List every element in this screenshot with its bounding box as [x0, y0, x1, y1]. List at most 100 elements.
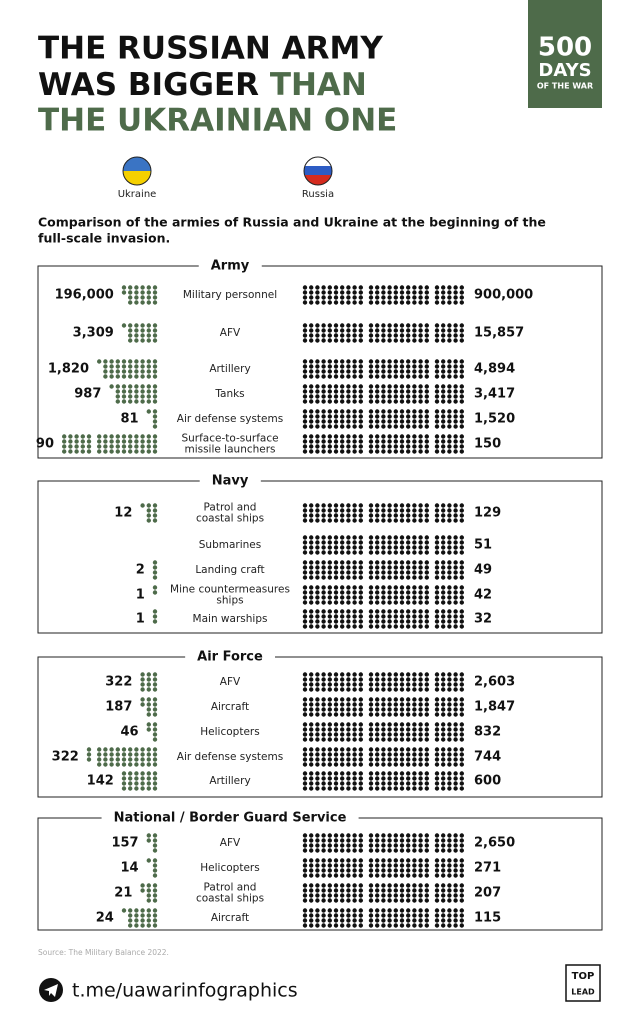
ukraine-value: 322: [105, 675, 132, 690]
dot: [441, 323, 446, 328]
dot: [321, 518, 326, 523]
dot: [453, 444, 458, 449]
dot: [327, 918, 332, 923]
dot: [315, 565, 320, 570]
dot: [340, 565, 345, 570]
dot: [368, 560, 374, 565]
dot: [109, 359, 114, 364]
dot: [459, 848, 464, 853]
dot: [381, 364, 386, 369]
dot: [152, 883, 158, 888]
dot: [152, 873, 158, 878]
dot: [399, 863, 405, 868]
dot: [152, 585, 158, 590]
dot: [146, 727, 151, 732]
dot: [315, 439, 320, 444]
dot: [115, 757, 121, 762]
dot: [459, 833, 464, 838]
dot: [387, 333, 392, 338]
dot: [453, 923, 458, 928]
dot: [412, 600, 417, 605]
dot: [333, 444, 339, 449]
dot: [152, 513, 158, 518]
dot: [315, 843, 320, 848]
dot: [352, 712, 357, 717]
dot: [321, 424, 326, 429]
dot: [381, 697, 386, 702]
dot: [333, 757, 339, 762]
dot: [387, 786, 392, 791]
dot: [121, 384, 127, 389]
dot: [406, 364, 411, 369]
link[interactable]: t.me/uawarinfographics: [72, 980, 298, 1002]
dot: [315, 682, 320, 687]
dot: [424, 843, 429, 848]
dot: [358, 434, 363, 439]
dot: [140, 781, 145, 786]
dot: [327, 434, 332, 439]
dot: [309, 786, 314, 791]
dot: [424, 338, 429, 343]
dot: [387, 290, 392, 295]
dot: [424, 752, 429, 757]
dot: [441, 384, 446, 389]
dot: [321, 863, 326, 868]
dot: [146, 776, 151, 781]
dot: [375, 697, 380, 702]
dot: [375, 762, 380, 767]
dot: [115, 384, 121, 389]
dot: [453, 565, 458, 570]
dot: [368, 843, 374, 848]
dot-group: [61, 434, 158, 454]
dot: [453, 677, 458, 682]
dot: [340, 300, 345, 305]
dot: [315, 873, 320, 878]
dot: [346, 508, 351, 513]
dot: [434, 873, 440, 878]
dot: [393, 908, 398, 913]
dot: [459, 888, 464, 893]
dot: [393, 540, 398, 545]
dot: [399, 540, 405, 545]
dot: [441, 394, 446, 399]
dot: [346, 590, 351, 595]
dot: [412, 747, 417, 752]
dot: [152, 781, 158, 786]
dot: [340, 439, 345, 444]
dot: [152, 747, 158, 752]
dot: [152, 414, 158, 419]
dot: [453, 687, 458, 692]
dot: [315, 752, 320, 757]
russia-value: 32: [474, 612, 492, 627]
dot: [333, 595, 339, 600]
dot: [399, 439, 405, 444]
dot: [152, 707, 158, 712]
dot: [424, 677, 429, 682]
dot: [447, 290, 452, 295]
dot: [309, 727, 314, 732]
dot: [368, 424, 374, 429]
dot: [346, 338, 351, 343]
dot: [441, 565, 446, 570]
dot: [453, 503, 458, 508]
dot: [387, 757, 392, 762]
dot: [459, 550, 464, 555]
dot: [399, 781, 405, 786]
dot: [418, 923, 423, 928]
legend-label: Ukraine: [118, 189, 157, 200]
dot: [447, 545, 452, 550]
dot: [434, 776, 440, 781]
dot: [441, 570, 446, 575]
dot: [340, 333, 345, 338]
dot: [375, 707, 380, 712]
dot: [146, 300, 151, 305]
dot: [302, 333, 308, 338]
dot: [375, 672, 380, 677]
dot: [412, 409, 417, 414]
dot: [453, 359, 458, 364]
dot: [302, 868, 308, 873]
dot: [399, 757, 405, 762]
dot: [406, 540, 411, 545]
dot: [406, 323, 411, 328]
dot: [128, 918, 133, 923]
